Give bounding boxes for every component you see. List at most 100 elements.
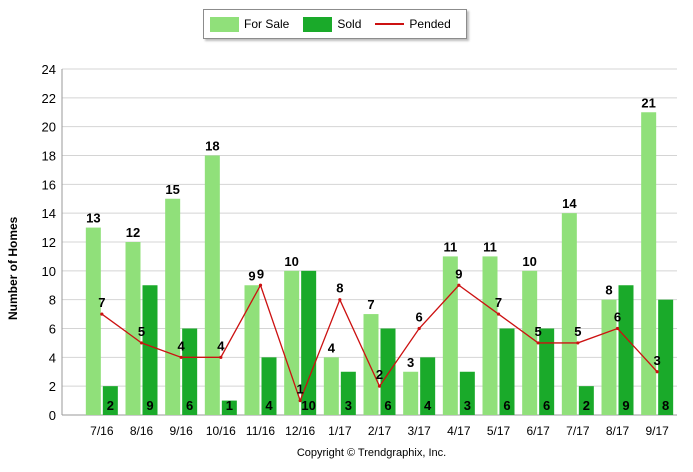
x-tick-label: 9/16 <box>169 424 193 438</box>
point-pended <box>338 298 342 302</box>
point-pended <box>615 326 620 331</box>
data-label-sold: 10 <box>301 398 315 413</box>
data-label-sold: 9 <box>146 398 153 413</box>
data-label-pended: 6 <box>416 310 423 325</box>
data-label-sold: 3 <box>464 398 471 413</box>
point-pended <box>298 398 302 403</box>
legend-item-pended: Pended <box>375 17 451 31</box>
x-tick-label: 6/17 <box>526 424 550 438</box>
data-label-for-sale: 14 <box>562 196 577 211</box>
data-label-pended: 4 <box>217 338 225 353</box>
bar-sold <box>142 285 158 415</box>
point-pended <box>139 341 144 345</box>
data-label-sold: 4 <box>424 398 432 413</box>
y-tick-label: 12 <box>42 235 56 250</box>
bar-for-sale <box>561 213 577 415</box>
point-pended <box>258 283 263 287</box>
x-tick-label: 10/16 <box>206 424 236 438</box>
y-tick-label: 6 <box>49 322 56 337</box>
x-tick-label: 1/17 <box>328 424 352 438</box>
x-tick-label: 3/17 <box>407 424 431 438</box>
y-tick-label: 2 <box>49 379 56 394</box>
data-label-sold: 9 <box>622 398 629 413</box>
bar-sold <box>102 386 118 415</box>
data-label-for-sale: 13 <box>86 211 100 226</box>
data-label-for-sale: 9 <box>248 268 255 283</box>
copyright-text: Copyright © Trendgraphix, Inc. <box>296 447 447 459</box>
legend-label-sold: Sold <box>337 17 362 31</box>
point-pended <box>219 355 223 359</box>
data-label-sold: 2 <box>107 398 114 413</box>
bar-for-sale <box>125 242 141 415</box>
data-label-for-sale: 18 <box>205 139 219 154</box>
bar-sold <box>420 357 436 415</box>
data-label-sold: 2 <box>583 398 590 413</box>
data-label-pended: 6 <box>614 310 621 325</box>
bar-for-sale <box>363 314 379 415</box>
y-tick-label: 10 <box>42 264 56 279</box>
y-tick-label: 22 <box>42 91 56 106</box>
x-tick-label: 5/17 <box>487 424 511 438</box>
data-label-for-sale: 12 <box>126 225 140 240</box>
point-pended <box>457 283 461 287</box>
data-label-for-sale: 10 <box>522 254 536 269</box>
y-tick-label: 8 <box>49 293 56 308</box>
data-label-sold: 3 <box>345 398 352 413</box>
bar-for-sale <box>165 198 181 415</box>
data-label-for-sale: 15 <box>165 182 179 197</box>
x-tick-label: 7/17 <box>566 424 590 438</box>
bar-sold <box>539 328 555 415</box>
bar-for-sale <box>323 357 339 415</box>
data-label-sold: 1 <box>226 398 233 413</box>
data-label-for-sale: 11 <box>443 239 457 254</box>
bar-sold <box>182 328 198 415</box>
bar-for-sale <box>522 270 538 415</box>
point-pended <box>179 355 183 359</box>
point-pended <box>655 370 659 374</box>
data-label-pended: 3 <box>654 353 661 368</box>
legend-label-pended: Pended <box>409 17 451 31</box>
bar-sold <box>340 371 356 415</box>
data-label-pended: 5 <box>138 324 145 339</box>
legend-item-for-sale: For Sale <box>210 16 290 32</box>
data-label-for-sale: 10 <box>284 254 298 269</box>
point-pended <box>417 326 421 331</box>
bar-sold <box>578 386 594 415</box>
y-tick-label: 18 <box>42 149 56 164</box>
y-tick-label: 14 <box>42 206 56 221</box>
bar-for-sale <box>204 155 220 415</box>
legend-swatch-pended <box>375 23 405 25</box>
data-label-sold: 6 <box>503 398 510 413</box>
legend-label-for-sale: For Sale <box>244 17 290 31</box>
y-tick-label: 0 <box>49 408 56 423</box>
data-label-for-sale: 8 <box>605 283 612 298</box>
legend-item-sold: Sold <box>303 16 362 32</box>
bar-for-sale <box>442 256 458 415</box>
bar-for-sale <box>482 256 498 415</box>
y-tick-label: 24 <box>42 62 56 77</box>
y-tick-label: 4 <box>49 350 56 365</box>
data-label-for-sale: 7 <box>367 297 374 312</box>
x-tick-label: 2/17 <box>368 424 392 438</box>
y-axis-label: Number of Homes <box>6 216 20 320</box>
x-tick-label: 4/17 <box>447 424 471 438</box>
point-pended <box>576 341 580 345</box>
x-tick-label: 11/16 <box>246 424 275 438</box>
data-label-sold: 6 <box>543 398 550 413</box>
bar-for-sale <box>641 112 657 415</box>
y-tick-label: 16 <box>42 177 56 192</box>
x-tick-label: 7/16 <box>90 424 114 438</box>
data-label-for-sale: 4 <box>328 340 336 355</box>
data-label-pended: 4 <box>178 338 186 353</box>
data-label-pended: 9 <box>455 266 462 281</box>
data-label-pended: 2 <box>376 367 383 382</box>
x-tick-label: 8/17 <box>606 424 630 438</box>
bar-sold <box>658 299 674 415</box>
bar-sold <box>499 328 515 415</box>
data-label-sold: 6 <box>186 398 193 413</box>
data-label-for-sale: 21 <box>641 95 655 110</box>
bar-for-sale <box>244 285 260 415</box>
data-label-for-sale: 11 <box>483 239 497 254</box>
x-tick-label: 9/17 <box>645 424 669 438</box>
